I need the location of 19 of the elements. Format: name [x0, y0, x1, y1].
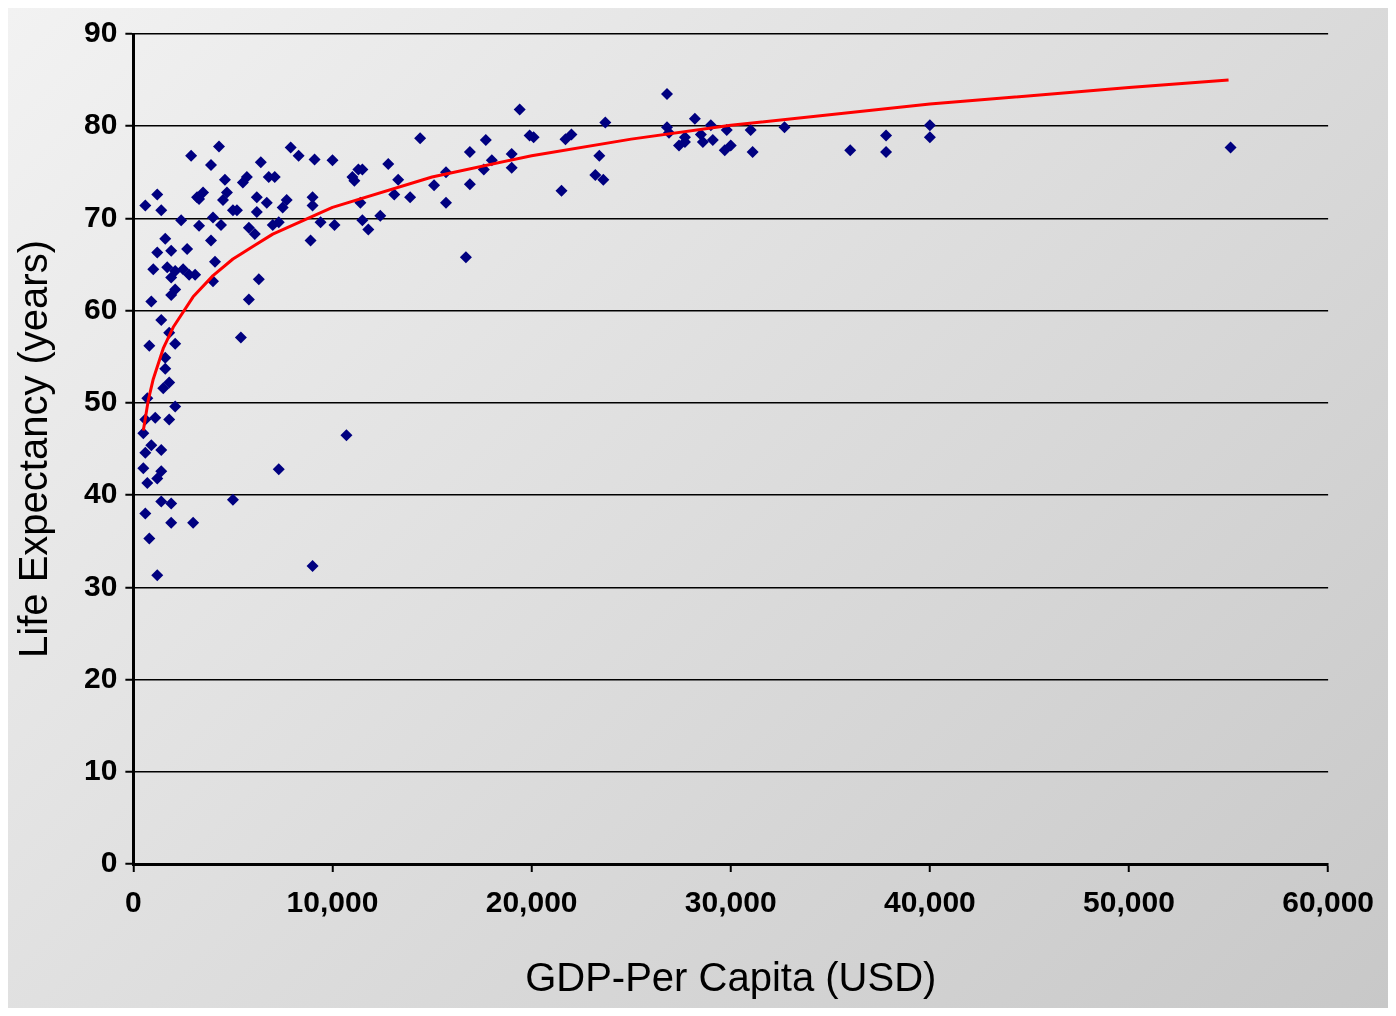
y-tick-label: 40 [83, 476, 118, 510]
x-tick-label: 20,000 [485, 885, 578, 919]
x-tick-label: 10,000 [286, 885, 379, 919]
x-tick-label: 0 [125, 885, 142, 919]
y-tick-label: 60 [83, 291, 118, 325]
x-axis-title: GDP-Per Capita (USD) [525, 955, 937, 1000]
x-tick-label: 40,000 [883, 885, 976, 919]
y-tick-label: 70 [83, 199, 118, 233]
y-tick-label: 90 [83, 15, 118, 49]
y-tick-label: 80 [83, 107, 118, 141]
x-tick-label: 60,000 [1282, 885, 1374, 919]
x-tick-label: 50,000 [1083, 885, 1175, 919]
y-tick-label: 20 [83, 660, 118, 694]
y-tick-label: 30 [83, 568, 118, 602]
y-tick-label: 10 [83, 753, 118, 787]
x-tick-label: 30,000 [684, 885, 777, 919]
y-tick-label: 0 [100, 845, 118, 879]
y-tick-label: 50 [83, 384, 118, 418]
y-axis-title: Life Expectancy (years) [11, 240, 56, 658]
